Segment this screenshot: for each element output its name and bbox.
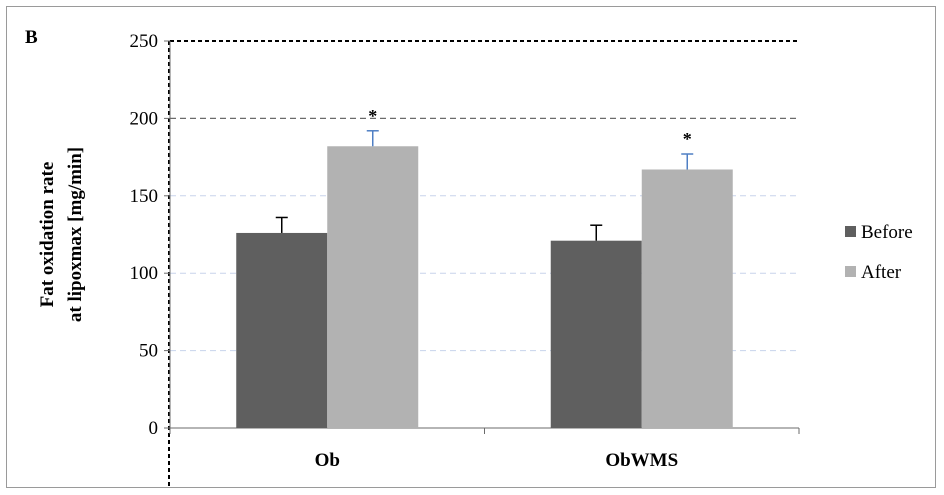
legend-swatch-after xyxy=(845,266,856,277)
y-tick-label-250: 250 xyxy=(130,31,159,52)
chart-frame: 0 50 100 150 200 250 Ob ObWMS * * B Fat oxidation r… xyxy=(6,6,936,489)
bar-ob-before xyxy=(236,232,328,428)
panel-label: B xyxy=(25,27,38,48)
legend-label-after: After xyxy=(861,262,902,283)
y-tick-label-150: 150 xyxy=(130,186,159,207)
significance-marker-obwms: * xyxy=(683,129,692,149)
category-label-obwms: ObWMS xyxy=(605,450,678,471)
y-axis-label-line-2: at lipoxmax [mg/min] xyxy=(65,147,86,322)
legend-swatch-before xyxy=(845,226,856,237)
category-label-ob: Ob xyxy=(315,450,340,471)
bar-obwms-after xyxy=(641,169,733,428)
significance-marker-ob: * xyxy=(368,106,377,126)
y-tick-label-100: 100 xyxy=(130,263,159,284)
bar-chart: 0 50 100 150 200 250 Ob ObWMS * * B Fat oxidation r… xyxy=(25,27,913,489)
y-tick-label-50: 50 xyxy=(139,341,158,362)
bar-ob-after xyxy=(327,146,419,428)
y-tick-label-0: 0 xyxy=(149,418,159,439)
legend-label-before: Before xyxy=(861,222,913,243)
y-tick-label-200: 200 xyxy=(130,108,159,129)
bar-obwms-before xyxy=(550,240,642,428)
y-axis-label-line-1: Fat oxidation rate xyxy=(37,162,58,308)
